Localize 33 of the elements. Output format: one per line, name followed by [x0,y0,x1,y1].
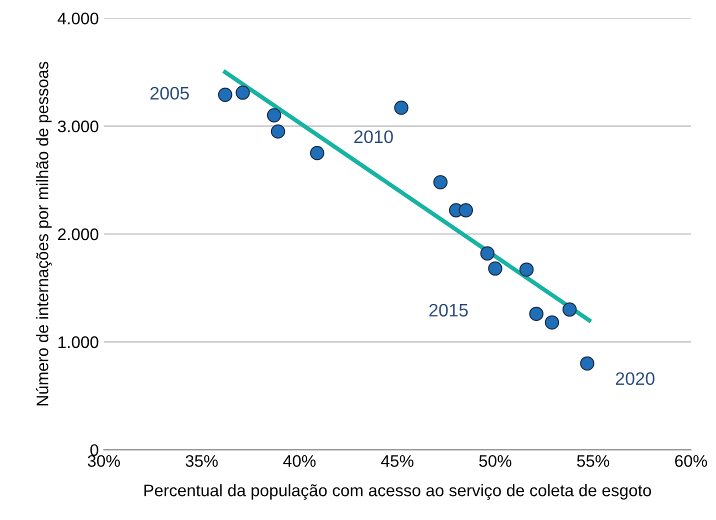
point [433,175,448,190]
y-tick-label: 3.000 [58,120,98,132]
point [488,261,502,276]
annotation: 2015 [429,304,468,317]
y-tick-label: 0 [90,444,98,456]
annotation: 2020 [616,372,654,385]
x-tick-label: 30% [88,455,120,467]
point [270,124,286,139]
y-tick-label: 2.000 [58,228,98,240]
point [266,108,282,122]
x-tick-label: 60% [675,455,708,467]
point [394,100,408,115]
point [562,302,577,317]
x-axis-title: Percentual da população com acesso ao serviço de coleta de esgoto [144,484,652,500]
point [519,262,534,277]
annotation: 2010 [354,130,393,144]
point [580,356,594,371]
x-tick-label: 55% [577,455,610,467]
y-tick-label: 1.000 [58,336,98,348]
x-tick-label: 50% [479,455,512,467]
point [529,306,544,321]
y-tick-label: 4.000 [58,12,98,24]
point [458,203,474,218]
point [236,86,250,100]
annotation: 2005 [150,86,189,100]
point [218,88,232,102]
point [310,146,324,160]
x-tick-label: 40% [283,455,316,467]
point [544,315,560,330]
y-axis-title: Número de internações por milhão de pessoas [36,62,52,406]
x-tick-label: 35% [186,455,218,467]
point [480,246,495,261]
x-tick-label: 45% [381,455,414,467]
